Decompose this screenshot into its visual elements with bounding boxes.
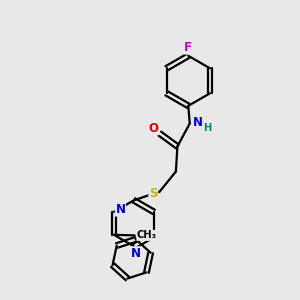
Text: N: N <box>131 247 141 260</box>
Text: H: H <box>203 123 211 133</box>
Text: S: S <box>149 188 158 200</box>
Text: N: N <box>193 116 203 129</box>
Text: O: O <box>149 122 159 135</box>
Text: F: F <box>184 41 192 54</box>
Text: N: N <box>116 203 125 216</box>
Text: CH₃: CH₃ <box>137 230 157 240</box>
